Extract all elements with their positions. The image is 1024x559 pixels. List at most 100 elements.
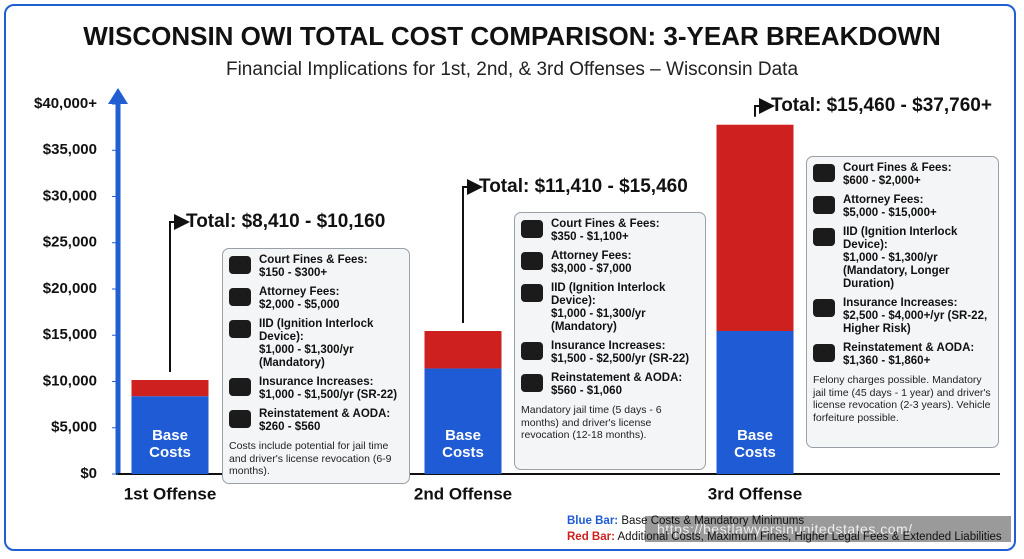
detail-icon <box>521 374 543 392</box>
legend-text: Additional Costs, Maximum Fines, Higher … <box>617 531 1002 543</box>
bar-label: Base Costs <box>149 427 191 461</box>
detail-value: $560 - $1,060 <box>551 385 622 397</box>
x-tick-label: 3rd Offense <box>708 484 802 503</box>
detail-value: $350 - $1,100+ <box>551 231 629 243</box>
y-tick-label: $0 <box>80 465 97 482</box>
legend-text: Base Costs & Mandatory Minimums <box>621 515 805 527</box>
detail-item: Reinstatement & AODA: $260 - $560 <box>229 408 403 434</box>
detail-text: Court Fines & Fees: $150 - $300+ <box>259 254 368 280</box>
detail-note: Mandatory jail time (5 days - 6 months) … <box>521 404 662 441</box>
detail-item: Insurance Increases: $1,000 - $1,500/yr (… <box>229 376 403 402</box>
detail-label: IID (Ignition Interlock Device): <box>551 282 666 307</box>
bar-label-line: Costs <box>734 444 776 461</box>
total-annotation: Total: $15,460 - $37,760+ <box>771 95 992 116</box>
bar-segment <box>424 368 502 474</box>
total-annotation: Total: $11,410 - $15,460 <box>479 176 688 197</box>
detail-item: IID (Ignition Interlock Device): $1,000 -… <box>229 318 403 370</box>
bar-segment <box>424 330 502 369</box>
detail-box: Court Fines & Fees: $600 - $2,000+ Attorne… <box>806 156 999 448</box>
detail-text: Insurance Increases: $1,500 - $2,500/yr (… <box>551 340 689 366</box>
detail-box: Court Fines & Fees: $150 - $300+ Attorney … <box>222 248 410 484</box>
detail-icon <box>229 378 251 396</box>
detail-value: $150 - $300+ <box>259 267 328 279</box>
detail-value: $1,000 - $1,300/yr (Mandatory) <box>259 344 354 369</box>
detail-label: Insurance Increases: <box>551 340 666 352</box>
bar-label-line: Base <box>737 427 773 444</box>
y-tick-label: $10,000 <box>43 372 97 389</box>
detail-label: Court Fines & Fees: <box>259 254 368 266</box>
detail-icon <box>813 164 835 182</box>
detail-item: Court Fines & Fees: $600 - $2,000+ <box>813 162 992 188</box>
bar-label: Base Costs <box>734 427 776 461</box>
bar-label-line: Costs <box>442 444 484 461</box>
detail-value: $600 - $2,000+ <box>843 175 921 187</box>
detail-icon <box>813 228 835 246</box>
detail-item: Court Fines & Fees: $150 - $300+ <box>229 254 403 280</box>
detail-icon <box>813 299 835 317</box>
detail-text: Reinstatement & AODA: $560 - $1,060 <box>551 372 682 398</box>
y-tick-label: $40,000+ <box>34 95 97 112</box>
detail-value: $260 - $560 <box>259 421 321 433</box>
legend-key: Blue Bar: <box>567 515 619 527</box>
y-tick-label: $15,000 <box>43 326 97 343</box>
detail-label: Reinstatement & AODA: <box>259 408 391 420</box>
detail-icon <box>521 342 543 360</box>
detail-note: Costs include potential for jail time an… <box>229 440 392 477</box>
detail-item: Reinstatement & AODA: $1,360 - $1,860+ <box>813 342 992 368</box>
detail-text: IID (Ignition Interlock Device): $1,000 -… <box>551 282 699 334</box>
detail-text: IID (Ignition Interlock Device): $1,000 -… <box>259 318 403 370</box>
total-leader <box>754 98 775 117</box>
detail-label: Attorney Fees: <box>551 250 632 262</box>
detail-label: Court Fines & Fees: <box>843 162 952 174</box>
detail-text: Court Fines & Fees: $600 - $2,000+ <box>843 162 952 188</box>
detail-label: IID (Ignition Interlock Device): <box>843 226 958 251</box>
detail-item: Attorney Fees: $2,000 - $5,000 <box>229 286 403 312</box>
detail-value: $2,000 - $5,000 <box>259 299 340 311</box>
detail-text: IID (Ignition Interlock Device): $1,000 -… <box>843 226 992 291</box>
total-leader <box>462 179 483 323</box>
detail-text: Reinstatement & AODA: $1,360 - $1,860+ <box>843 342 974 368</box>
detail-label: Insurance Increases: <box>843 297 958 309</box>
detail-item: Reinstatement & AODA: $560 - $1,060 <box>521 372 699 398</box>
detail-item: Insurance Increases: $2,500 - $4,000+/yr … <box>813 297 992 336</box>
bar-segment <box>131 380 209 397</box>
chart-title: WISCONSIN OWI TOTAL COST COMPARISON: 3-Y… <box>83 21 941 51</box>
detail-icon <box>813 196 835 214</box>
x-tick-label: 2nd Offense <box>414 484 512 503</box>
chart-subtitle: Financial Implications for 1st, 2nd, & 3… <box>226 59 798 80</box>
detail-value: $1,360 - $1,860+ <box>843 355 931 367</box>
detail-value: $1,000 - $1,300/yr (Mandatory) <box>551 308 646 333</box>
y-tick-label: $20,000 <box>43 280 97 297</box>
detail-item: Attorney Fees: $3,000 - $7,000 <box>521 250 699 276</box>
detail-icon <box>229 410 251 428</box>
detail-value: $1,500 - $2,500/yr (SR-22) <box>551 353 690 365</box>
detail-item: IID (Ignition Interlock Device): $1,000 -… <box>813 226 992 291</box>
detail-value: $3,000 - $7,000 <box>551 263 632 275</box>
y-tick-label: $5,000 <box>51 419 97 436</box>
detail-icon <box>521 284 543 302</box>
legend-key: Red Bar: <box>567 531 615 543</box>
bar-segment <box>131 396 209 474</box>
detail-icon <box>521 252 543 270</box>
detail-label: Court Fines & Fees: <box>551 218 660 230</box>
total-leader <box>169 214 190 373</box>
detail-text: Attorney Fees: $5,000 - $15,000+ <box>843 194 937 220</box>
detail-icon <box>521 220 543 238</box>
detail-text: Attorney Fees: $2,000 - $5,000 <box>259 286 340 312</box>
detail-text: Insurance Increases: $1,000 - $1,500/yr (… <box>259 376 397 402</box>
detail-label: Insurance Increases: <box>259 376 374 388</box>
total-annotation: Total: $8,410 - $10,160 <box>186 211 385 232</box>
detail-label: Attorney Fees: <box>259 286 340 298</box>
detail-item: Court Fines & Fees: $350 - $1,100+ <box>521 218 699 244</box>
y-tick-label: $25,000 <box>43 234 97 251</box>
detail-label: Reinstatement & AODA: <box>551 372 683 384</box>
detail-label: IID (Ignition Interlock Device): <box>259 318 374 343</box>
detail-label: Reinstatement & AODA: <box>843 342 975 354</box>
watermark: https://bestlawyersinunitedstates.com/ <box>645 516 1011 542</box>
detail-text: Insurance Increases: $2,500 - $4,000+/yr … <box>843 297 992 336</box>
detail-text: Attorney Fees: $3,000 - $7,000 <box>551 250 632 276</box>
detail-icon <box>229 320 251 338</box>
detail-box: Court Fines & Fees: $350 - $1,100+ Attorne… <box>514 212 706 470</box>
